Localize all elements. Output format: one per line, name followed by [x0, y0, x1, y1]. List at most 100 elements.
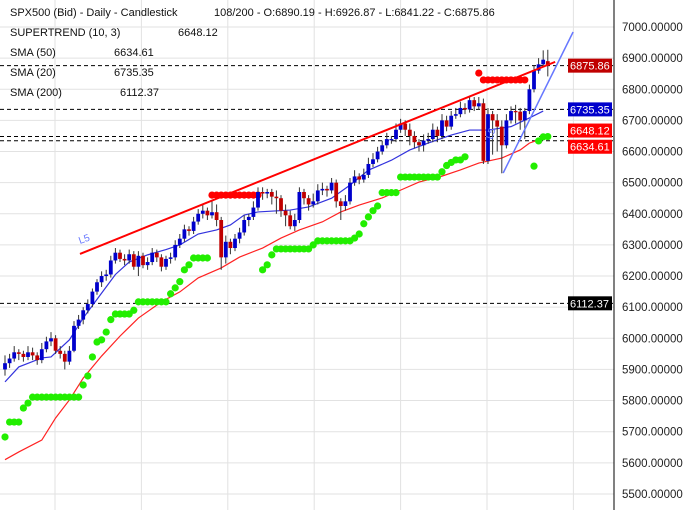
supertrend-label[interactable]: SUPERTREND (10, 3) — [10, 27, 121, 39]
supertrend-up-dot — [433, 173, 441, 181]
candle-up — [104, 274, 109, 277]
candle-up — [458, 107, 463, 115]
candle-up — [504, 120, 509, 146]
y-tick-label: 5800.00000 — [622, 396, 683, 408]
candle-up — [380, 145, 385, 152]
candle-up — [39, 349, 44, 361]
candle-up — [522, 111, 527, 121]
candle-down — [269, 191, 274, 197]
chart-title: SPX500 (Bid) - Daily - Candlestick — [10, 7, 178, 19]
candle-up — [532, 70, 536, 90]
candle-up — [536, 64, 541, 71]
price-badge-label: 6648.12 — [570, 126, 610, 138]
candle-up — [467, 100, 472, 110]
sma20-label[interactable]: SMA (20) — [10, 67, 56, 79]
candle-down — [58, 350, 63, 354]
candle-down — [35, 355, 40, 361]
candle-down — [518, 111, 523, 121]
candle-up — [371, 159, 375, 164]
candle-down — [187, 229, 191, 231]
supertrend-up-dot — [176, 278, 184, 286]
candle-up — [136, 255, 141, 267]
trendline — [502, 31, 574, 174]
supertrend-up-dot — [88, 353, 96, 361]
candle-up — [394, 129, 398, 140]
supertrend-up-dot — [263, 261, 271, 269]
candle-down — [16, 352, 21, 354]
supertrend-up-dot — [19, 404, 27, 412]
candle-up — [113, 252, 118, 261]
candle-up — [177, 238, 182, 245]
trendline-label: L5 — [484, 126, 498, 141]
candle-down — [122, 258, 127, 261]
candle-down — [228, 241, 233, 249]
candle-up — [343, 201, 348, 206]
candle-up — [200, 210, 205, 214]
supertrend-up-dot — [167, 290, 175, 298]
candle-up — [3, 363, 7, 370]
candle-down — [490, 114, 495, 121]
candle-up — [265, 191, 270, 194]
candle-down — [260, 191, 265, 194]
supertrend-value: 6648.12 — [178, 27, 218, 39]
candle-up — [72, 325, 76, 351]
candle-down — [495, 120, 500, 127]
sma200-label[interactable]: SMA (200) — [10, 87, 62, 99]
y-tick-label: 5900.00000 — [622, 364, 683, 376]
supertrend-up-dot — [364, 213, 372, 221]
candle-up — [251, 207, 256, 217]
candle-up — [168, 257, 173, 259]
candle-down — [219, 220, 224, 258]
y-tick-label: 6700.00000 — [622, 115, 683, 127]
y-tick-label: 5700.00000 — [622, 427, 683, 439]
candle-down — [357, 176, 362, 180]
candle-up — [361, 174, 366, 180]
price-badge-label: 6634.61 — [570, 142, 610, 154]
candle-down — [118, 252, 122, 259]
candle-down — [306, 198, 311, 205]
supertrend-up-dot — [392, 189, 400, 197]
candle-up — [292, 220, 297, 227]
candle-up — [173, 244, 178, 258]
candle-down — [435, 129, 440, 136]
supertrend-up-dot — [438, 168, 446, 176]
supertrend-up-dot — [107, 316, 115, 324]
price-badge — [568, 123, 612, 138]
price-badge — [568, 296, 612, 311]
candle-up — [90, 291, 95, 305]
candle-down — [274, 196, 279, 199]
candle-up — [191, 221, 196, 231]
supertrend-up-dot — [130, 306, 138, 314]
candle-down — [334, 182, 339, 202]
sma20-value: 6735.35 — [114, 67, 154, 79]
supertrend-up-dot — [374, 202, 382, 210]
candle-up — [76, 319, 81, 326]
supertrend-up-dot — [84, 372, 92, 380]
candle-down — [205, 210, 210, 216]
candle-up — [541, 59, 546, 65]
candle-up — [196, 213, 201, 222]
candle-down — [62, 353, 67, 362]
price-badge-label: 6735.35 — [570, 104, 610, 116]
y-tick-label: 6300.00000 — [622, 240, 683, 252]
candle-down — [279, 198, 283, 211]
candle-up — [233, 238, 237, 249]
candle-up — [366, 163, 371, 175]
trendline — [79, 60, 556, 255]
supertrend-up-dot — [259, 266, 267, 274]
candle-up — [320, 188, 325, 191]
candle-down — [159, 257, 164, 267]
y-tick-label: 6200.00000 — [622, 271, 683, 283]
candle-up — [426, 139, 431, 141]
supertrend-down-dot — [521, 76, 529, 84]
sma50-label[interactable]: SMA (50) — [10, 47, 56, 59]
supertrend-up-dot — [24, 399, 32, 407]
supertrend-up-dot — [162, 298, 170, 306]
supertrend-up-dot — [268, 251, 276, 259]
sma200-value: 6112.37 — [120, 87, 159, 99]
candle-up — [348, 182, 352, 202]
price-badge-label: 6875.86 — [570, 61, 610, 73]
supertrend-up-dot — [530, 162, 538, 170]
